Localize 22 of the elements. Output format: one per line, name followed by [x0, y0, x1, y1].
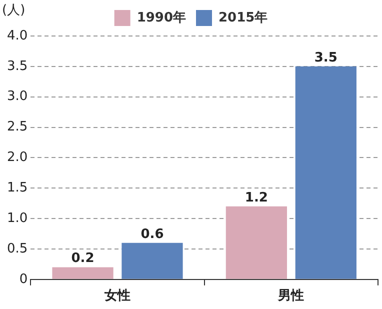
data-label: 3.5	[314, 50, 338, 66]
bar	[52, 267, 114, 279]
y-axis-title: (人)	[2, 2, 26, 18]
bar	[122, 242, 183, 279]
y-tick-label: 1.0	[6, 210, 28, 226]
y-tick-label: 3.0	[6, 89, 28, 104]
y-tick-label: 0.5	[6, 241, 28, 256]
data-label: 1.2	[244, 190, 268, 206]
x-tick-label: 男性	[277, 288, 304, 304]
y-tick-label: 2.0	[6, 150, 28, 166]
y-tick-label: 1.5	[6, 180, 28, 196]
y-tick-label: 0	[19, 272, 28, 287]
bar	[226, 206, 287, 279]
bar	[295, 66, 356, 279]
x-tick-label: 女性	[104, 288, 131, 304]
y-tick-label: 3.5	[6, 58, 28, 74]
data-label: 0.6	[140, 226, 164, 242]
y-tick-label: 4.0	[6, 28, 28, 44]
legend-label: 2015年	[218, 10, 268, 26]
legend-label: 1990年	[136, 10, 186, 26]
data-label: 0.2	[71, 251, 94, 266]
y-tick-label: 2.5	[6, 120, 28, 135]
